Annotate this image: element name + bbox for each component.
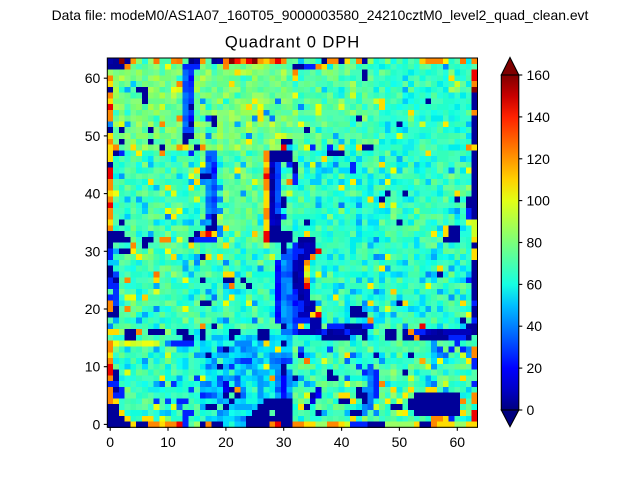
svg-text:0: 0 [527, 402, 535, 418]
svg-text:100: 100 [527, 193, 551, 209]
svg-text:0: 0 [106, 434, 114, 450]
svg-text:120: 120 [527, 151, 551, 167]
svg-text:50: 50 [85, 128, 101, 144]
svg-text:80: 80 [527, 235, 543, 251]
svg-text:40: 40 [334, 434, 350, 450]
svg-text:60: 60 [85, 70, 101, 86]
svg-text:40: 40 [85, 186, 101, 202]
svg-text:10: 10 [85, 359, 101, 375]
svg-text:20: 20 [85, 301, 101, 317]
svg-text:60: 60 [527, 276, 543, 292]
svg-text:20: 20 [218, 434, 234, 450]
svg-text:Quadrant 0 DPH: Quadrant 0 DPH [225, 32, 360, 51]
svg-text:50: 50 [392, 434, 408, 450]
svg-text:160: 160 [527, 67, 551, 83]
svg-text:30: 30 [276, 434, 292, 450]
svg-text:30: 30 [85, 243, 101, 259]
svg-text:Data file: modeM0/AS1A07_160T0: Data file: modeM0/AS1A07_160T05_90000035… [52, 7, 589, 23]
svg-text:40: 40 [527, 318, 543, 334]
svg-text:20: 20 [527, 360, 543, 376]
svg-text:10: 10 [160, 434, 176, 450]
svg-text:0: 0 [93, 416, 101, 432]
svg-text:140: 140 [527, 109, 551, 125]
svg-text:60: 60 [450, 434, 466, 450]
